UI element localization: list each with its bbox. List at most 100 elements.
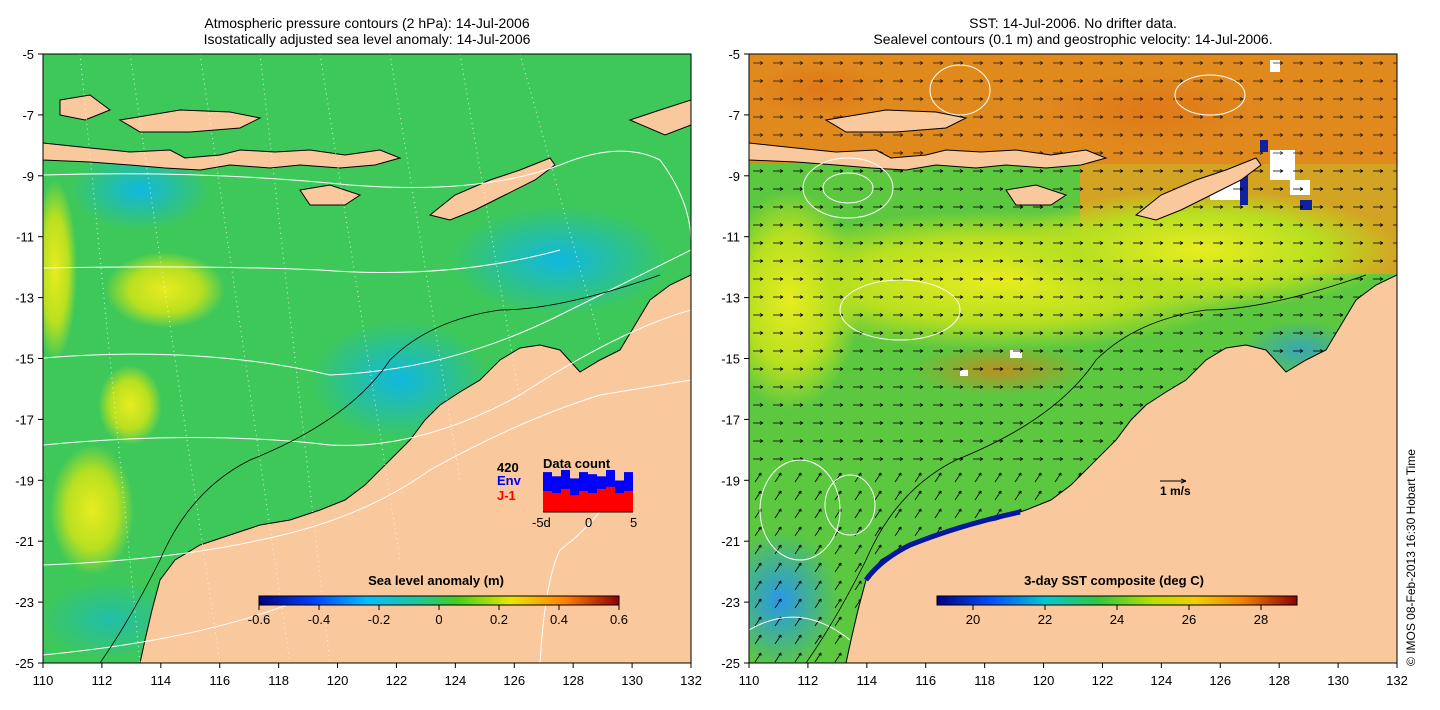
right-lon-tick-label: 132 bbox=[1386, 673, 1408, 688]
left-lat-tick-label: -11 bbox=[16, 230, 34, 245]
timor-island-right bbox=[1134, 157, 1262, 221]
flores-sea-islands bbox=[118, 109, 262, 133]
sst-colorbar: 3-day SST composite (deg C) 20 22 24 26 28 bbox=[936, 573, 1298, 627]
left-lon-tick-label: 116 bbox=[209, 673, 230, 688]
sst-colorbar-tick-label: 20 bbox=[966, 612, 980, 627]
australia-land bbox=[139, 274, 691, 663]
right-lon-tick-label: 126 bbox=[1209, 673, 1231, 688]
data-count-title: Data count bbox=[543, 456, 611, 471]
right-lon-tick-label: 114 bbox=[856, 673, 877, 688]
right-lon-tick-label: 120 bbox=[1033, 673, 1055, 688]
sunda-islands-right bbox=[749, 142, 1108, 171]
sla-colorbar-tick-label: 0 bbox=[435, 612, 442, 627]
right-lat-tick-label: -19 bbox=[721, 473, 740, 488]
left-lon-tick-label: 114 bbox=[150, 673, 171, 688]
right-map-panel bbox=[749, 54, 1397, 663]
sla-high-anomaly-3 bbox=[50, 445, 134, 575]
data-count-inset: Data count 420 Env J-1 -5d 0 5 bbox=[497, 456, 637, 530]
banda-islands bbox=[628, 99, 691, 136]
data-count-xtick-0: 0 bbox=[585, 515, 592, 530]
data-count-xtick-neg5: -5d bbox=[532, 515, 551, 530]
left-lat-tick-label: -15 bbox=[15, 352, 34, 367]
right-lon-tick-label: 124 bbox=[1151, 673, 1173, 688]
left-lat-tick-label: -13 bbox=[15, 291, 34, 306]
left-lat-tick-label: -17 bbox=[15, 412, 34, 427]
sst-colorbar-tick-label: 26 bbox=[1182, 612, 1196, 627]
right-lat-tick-label: -11 bbox=[722, 230, 740, 245]
sea-level-contours bbox=[749, 64, 1246, 641]
bathymetry-contour-right bbox=[805, 274, 1367, 663]
geostrophic-velocity-arrows-north bbox=[749, 54, 1397, 164]
left-lon-tick-label: 126 bbox=[503, 673, 525, 688]
j1-count-bar bbox=[552, 493, 561, 512]
right-lat-tick-label: -5 bbox=[728, 47, 740, 62]
right-lat-tick-label: -25 bbox=[721, 656, 740, 671]
left-lon-tick-label: 118 bbox=[268, 673, 289, 688]
right-lat-tick-label: -7 bbox=[728, 108, 740, 123]
right-lat-tick-label: -17 bbox=[721, 412, 740, 427]
right-title-line1: SST: 14-Jul-2006. No drifter data. bbox=[969, 15, 1177, 31]
sst-colorbar-tick-label: 28 bbox=[1254, 612, 1268, 627]
left-lat-tick-label: -5 bbox=[22, 47, 34, 62]
left-title-line1: Atmospheric pressure contours (2 hPa): 1… bbox=[204, 15, 530, 31]
right-lat-tick-label: -21 bbox=[721, 534, 740, 549]
left-lon-tick-label: 124 bbox=[445, 673, 467, 688]
left-map-axes: 110 112 114 116 118 120 122 124 126 128 130 132 -5 -7… bbox=[15, 47, 702, 688]
sunda-islands bbox=[43, 142, 402, 171]
sla-colorbar-gradient bbox=[258, 595, 620, 606]
right-lat-tick-label: -23 bbox=[721, 595, 740, 610]
right-lat-tick-label: -13 bbox=[721, 291, 740, 306]
j1-count-bar bbox=[561, 488, 570, 512]
left-lon-tick-label: 130 bbox=[621, 673, 643, 688]
right-lon-tick-label: 116 bbox=[915, 673, 936, 688]
sla-colorbar-tick-label: -0.6 bbox=[248, 612, 270, 627]
left-lon-tick-label: 122 bbox=[386, 673, 408, 688]
sla-colorbar: Sea level anomaly (m) -0.6 -0.4 -0.2 0 0.2 0.… bbox=[248, 573, 628, 627]
altimeter-tracks bbox=[79, 54, 601, 663]
sst-colorbar-tick-label: 22 bbox=[1038, 612, 1052, 627]
left-lat-tick-label: -7 bbox=[22, 108, 34, 123]
right-lon-tick-label: 112 bbox=[798, 673, 819, 688]
velocity-scale-label: 1 m/s bbox=[1160, 484, 1191, 498]
left-title-line2: Isostatically adjusted sea level anomaly… bbox=[203, 31, 531, 47]
sla-colorbar-tick-label: -0.4 bbox=[308, 612, 330, 627]
sla-colorbar-tick-label: -0.2 bbox=[368, 612, 390, 627]
right-lon-tick-label: 110 bbox=[739, 673, 760, 688]
j1-count-bar bbox=[615, 493, 624, 512]
sla-high-anomaly-2 bbox=[98, 365, 162, 445]
left-lon-tick-label: 110 bbox=[33, 673, 54, 688]
j1-count-bar bbox=[588, 493, 597, 512]
timor-island bbox=[428, 157, 556, 221]
j1-count-bar bbox=[570, 495, 579, 512]
right-lat-tick-label: -15 bbox=[721, 352, 740, 367]
cool-coastal-upwelling bbox=[863, 509, 1021, 582]
left-lat-tick-label: -23 bbox=[15, 595, 34, 610]
j1-count-bar bbox=[543, 491, 552, 512]
left-lon-tick-label: 132 bbox=[680, 673, 702, 688]
left-lat-tick-label: -25 bbox=[15, 656, 34, 671]
sla-low-anomaly-north bbox=[70, 150, 210, 230]
sst-colorbar-ticks: 20 22 24 26 28 bbox=[966, 605, 1268, 627]
imos-credit: © IMOS 08-Feb-2013 16:30 Hobart Time bbox=[1404, 449, 1418, 666]
flores-sea-islands-right bbox=[824, 109, 968, 133]
sla-colorbar-tick-label: 0.6 bbox=[610, 612, 628, 627]
sla-low-anomaly-east bbox=[450, 205, 670, 315]
env-legend-label: Env bbox=[497, 473, 522, 488]
right-lat-tick-label: -9 bbox=[728, 169, 740, 184]
sla-colorbar-label: Sea level anomaly (m) bbox=[368, 573, 504, 588]
sulawesi-south-land bbox=[59, 94, 112, 121]
right-lon-tick-label: 122 bbox=[1092, 673, 1114, 688]
sla-high-anomaly-1 bbox=[105, 252, 225, 328]
right-lon-tick-label: 128 bbox=[1268, 673, 1290, 688]
sst-colorbar-tick-label: 24 bbox=[1110, 612, 1124, 627]
j1-count-bar bbox=[606, 486, 615, 512]
data-count-bars bbox=[543, 470, 633, 512]
right-title: SST: 14-Jul-2006. No drifter data. Seale… bbox=[748, 15, 1398, 47]
j1-count-bar bbox=[597, 488, 606, 512]
sst-colorbar-gradient bbox=[936, 595, 1298, 606]
sla-colorbar-tick-label: 0.2 bbox=[490, 612, 508, 627]
sla-high-anomaly-west bbox=[43, 180, 77, 360]
left-lat-tick-label: -19 bbox=[15, 473, 34, 488]
sla-colorbar-tick-label: 0.4 bbox=[550, 612, 568, 627]
left-lon-tick-label: 112 bbox=[92, 673, 113, 688]
